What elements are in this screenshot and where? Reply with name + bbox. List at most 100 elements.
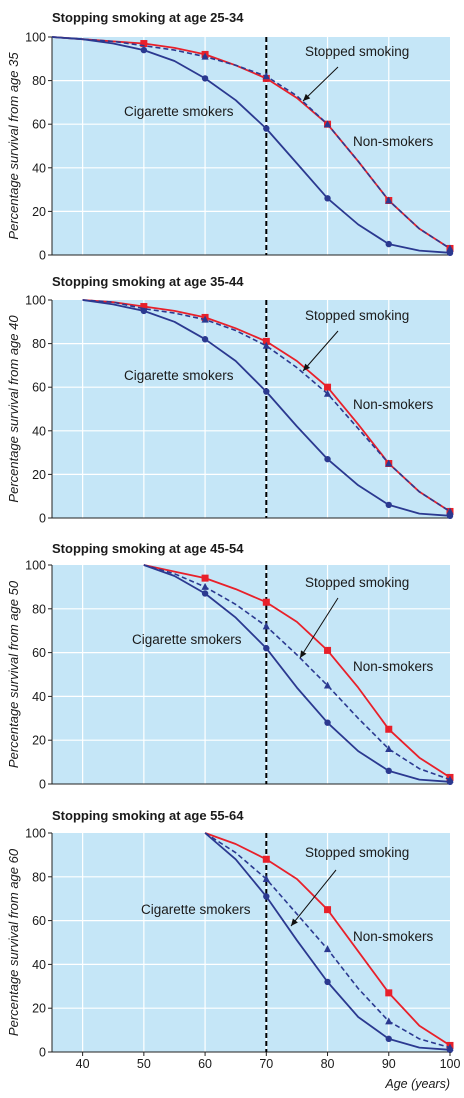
data-point-stopped-smoking (323, 945, 332, 953)
data-point-stopped-smoking (323, 120, 332, 128)
annotation-arrow-head (303, 363, 311, 371)
series-annotation: Non-smokers (353, 397, 434, 412)
y-tick-label: 20 (32, 205, 46, 219)
data-point-non-smokers (262, 337, 270, 345)
data-point-stopped-smoking (201, 52, 209, 60)
data-point-cigarette-smokers (263, 125, 270, 132)
data-point-stopped-smoking (201, 315, 209, 323)
y-axis-label: Percentage survival from age 60 (6, 848, 21, 1036)
x-tick-label: 40 (76, 1057, 90, 1071)
chart-panel-4: Stopping smoking at age 55-64 100 80 60 40 20… (6, 808, 460, 1091)
plot-area (52, 37, 450, 255)
data-point-stopped-smoking (323, 389, 332, 397)
series-annotation: Stopped smoking (305, 845, 409, 860)
data-point-cigarette-smokers (385, 501, 392, 509)
y-tick-label: 100 (25, 294, 46, 308)
data-point-cigarette-smokers (324, 455, 331, 463)
series-annotation: Stopped smoking (305, 575, 409, 590)
x-axis-label: Age (years) (384, 1077, 450, 1091)
data-point-cigarette-smokers (446, 1046, 454, 1054)
data-point-non-smokers (385, 725, 393, 733)
y-tick-label: 20 (32, 734, 46, 748)
data-point-cigarette-smokers (201, 75, 209, 82)
data-point-stopped-smoking (385, 744, 393, 752)
y-tick-label: 40 (32, 690, 46, 704)
x-tick-label: 90 (382, 1057, 396, 1071)
data-point-non-smokers (140, 40, 148, 48)
data-point-stopped-smoking (446, 507, 454, 515)
y-tick-label: 0 (39, 1046, 46, 1060)
series-line-cigarette-smokers (51, 36, 451, 254)
data-point-stopped-smoking (323, 681, 332, 689)
y-tick-label: 60 (32, 118, 46, 132)
x-tick-label: 100 (440, 1057, 461, 1071)
x-tick-label: 80 (321, 1057, 335, 1071)
y-axis-label: Percentage survival from age 35 (6, 52, 21, 240)
data-point-cigarette-smokers (446, 512, 454, 520)
data-point-stopped-smoking (385, 459, 393, 467)
y-tick-label: 20 (32, 468, 46, 482)
y-tick-label: 80 (32, 602, 46, 616)
series-line-stopped-smoking (51, 36, 451, 250)
data-point-cigarette-smokers (140, 46, 148, 54)
y-tick-label: 0 (39, 249, 46, 263)
data-point-non-smokers (324, 906, 332, 914)
data-point-stopped-smoking (201, 582, 209, 590)
series-annotation: Cigarette smokers (132, 632, 242, 647)
data-point-cigarette-smokers (263, 388, 270, 395)
y-tick-label: 20 (32, 1002, 46, 1016)
data-point-cigarette-smokers (385, 1035, 392, 1043)
data-point-cigarette-smokers (201, 336, 209, 343)
annotation-arrow-head (300, 650, 307, 658)
panel-title: Stopping smoking at age 35-44 (52, 274, 244, 289)
panel-title: Stopping smoking at age 25-34 (52, 10, 244, 25)
data-point-non-smokers (385, 989, 393, 997)
plot-area (52, 300, 450, 518)
data-point-stopped-smoking (385, 196, 393, 204)
x-tick-label: 50 (137, 1057, 151, 1071)
y-tick-label: 60 (32, 381, 46, 395)
y-axis-label: Percentage survival from age 40 (6, 315, 21, 503)
plot-area (52, 565, 450, 784)
series-annotation: Cigarette smokers (141, 902, 251, 917)
data-point-cigarette-smokers (263, 893, 270, 900)
panel-title: Stopping smoking at age 55-64 (52, 808, 244, 823)
data-point-non-smokers (262, 598, 270, 606)
data-point-non-smokers (324, 646, 332, 654)
y-tick-label: 80 (32, 870, 46, 884)
chart-panel-2: Stopping smoking at age 35-44 100 80 60 40 20… (6, 274, 454, 526)
y-tick-label: 100 (25, 559, 46, 573)
annotation-arrow-line (302, 66, 339, 102)
y-axis-label: Percentage survival from age 50 (6, 580, 21, 768)
series-annotation: Cigarette smokers (124, 368, 234, 383)
chart-panel-1: Stopping smoking at age 25-34 100 80 60 40 20… (6, 10, 454, 263)
data-point-cigarette-smokers (263, 645, 270, 652)
y-tick-label: 80 (32, 337, 46, 351)
data-point-cigarette-smokers (324, 719, 331, 726)
y-tick-label: 100 (25, 31, 46, 45)
data-point-cigarette-smokers (446, 778, 454, 786)
series-annotation: Non-smokers (353, 929, 434, 944)
series-line-cigarette-smokers (143, 564, 451, 783)
data-point-stopped-smoking (385, 1017, 393, 1025)
data-point-cigarette-smokers (324, 978, 331, 986)
data-point-stopped-smoking (262, 622, 270, 630)
series-line-non-smokers (143, 564, 451, 779)
annotation-arrow-head (291, 918, 298, 926)
data-point-cigarette-smokers (324, 195, 331, 202)
annotation-arrow-head (303, 93, 311, 101)
data-point-cigarette-smokers (446, 249, 454, 257)
data-point-stopped-smoking (262, 341, 270, 349)
annotation-arrow-line (290, 869, 337, 927)
y-tick-label: 100 (25, 827, 46, 841)
x-tick-label: 70 (259, 1057, 273, 1071)
y-tick-label: 40 (32, 161, 46, 175)
data-point-cigarette-smokers (385, 240, 392, 248)
data-point-stopped-smoking (262, 874, 270, 882)
data-point-non-smokers (201, 574, 209, 582)
series-annotation: Stopped smoking (305, 308, 409, 323)
series-annotation: Non-smokers (353, 134, 434, 149)
data-point-non-smokers (140, 303, 148, 311)
y-tick-label: 0 (39, 512, 46, 526)
y-tick-label: 40 (32, 958, 46, 972)
